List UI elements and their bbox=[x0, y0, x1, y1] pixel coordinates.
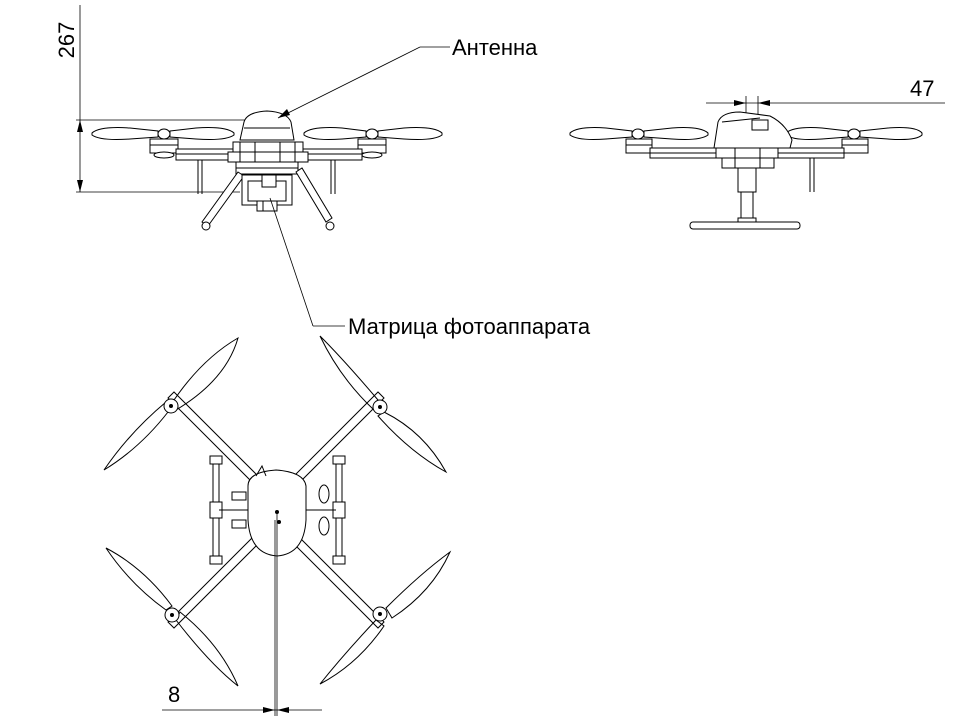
top-offset-dimension bbox=[162, 707, 322, 713]
top-offset-dimension-value: 8 bbox=[168, 682, 181, 707]
antenna-leader bbox=[277, 46, 450, 119]
height-dimension-value: 267 bbox=[54, 22, 79, 59]
top-view bbox=[103, 335, 452, 716]
side-view bbox=[569, 96, 945, 230]
height-dimension: 267 bbox=[54, 5, 252, 193]
antenna-label: Антенна bbox=[452, 35, 538, 60]
top-right-propeller bbox=[319, 335, 448, 474]
top-bottom-left-propeller bbox=[105, 547, 239, 687]
front-left-propeller bbox=[91, 127, 235, 159]
top-bottom-right-propeller bbox=[319, 550, 452, 685]
front-view: 267 bbox=[54, 5, 450, 327]
camera-matrix-label: Матрица фотоаппарата bbox=[348, 314, 591, 339]
front-right-propeller bbox=[303, 127, 443, 159]
top-left-propeller bbox=[103, 336, 239, 471]
front-body bbox=[201, 110, 335, 231]
camera-matrix-leader bbox=[269, 197, 345, 327]
side-offset-dimension-value: 47 bbox=[910, 76, 935, 101]
